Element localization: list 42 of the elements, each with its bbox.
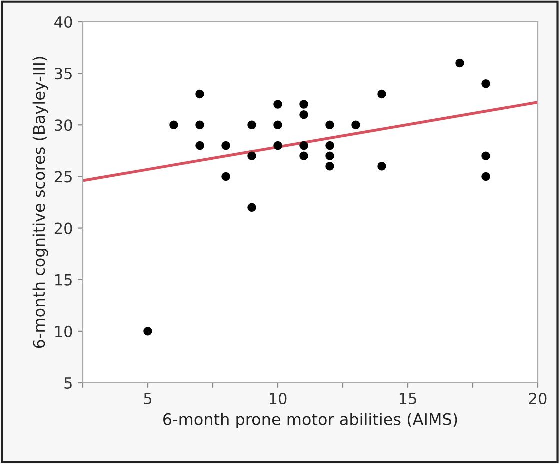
point xyxy=(326,120,334,130)
x-tick-label: 5 xyxy=(144,393,152,405)
point xyxy=(248,120,256,130)
point xyxy=(300,110,308,120)
y-tick-label: 25 xyxy=(54,171,72,183)
y-tick-label: 15 xyxy=(56,274,72,286)
point xyxy=(482,172,490,182)
x-axis-title: 6-month prone motor abilities (AIMS) xyxy=(164,413,458,429)
x-tick-label: 20 xyxy=(529,392,547,405)
point xyxy=(248,203,256,212)
point xyxy=(326,141,334,150)
point xyxy=(274,100,282,109)
x-tick-label: 15 xyxy=(400,393,416,405)
point xyxy=(144,327,152,336)
point xyxy=(300,141,308,150)
point xyxy=(196,120,204,130)
point xyxy=(222,141,230,150)
y-tick-label: 20 xyxy=(54,222,72,234)
point xyxy=(274,141,282,150)
point xyxy=(222,172,230,182)
point xyxy=(378,90,386,99)
point xyxy=(326,162,334,171)
point xyxy=(482,80,490,88)
point xyxy=(300,100,308,109)
point xyxy=(456,58,464,68)
point xyxy=(248,152,256,160)
y-tick-label: 5 xyxy=(64,378,72,390)
y-tick-label: 30 xyxy=(55,120,72,132)
point xyxy=(326,152,334,160)
point xyxy=(196,141,204,150)
y-axis-title: 6-month cognitive scores (Bayley-III) xyxy=(32,57,48,348)
point xyxy=(300,152,308,160)
point xyxy=(378,162,386,171)
y-tick-label: 10 xyxy=(56,326,72,338)
point xyxy=(170,120,178,130)
point xyxy=(274,120,282,130)
y-tick-label: 35 xyxy=(55,68,72,80)
y-tick-label: 40 xyxy=(54,16,72,28)
point xyxy=(352,120,360,130)
x-tick-label: 10 xyxy=(270,392,287,405)
point xyxy=(482,152,490,160)
point xyxy=(196,90,204,99)
